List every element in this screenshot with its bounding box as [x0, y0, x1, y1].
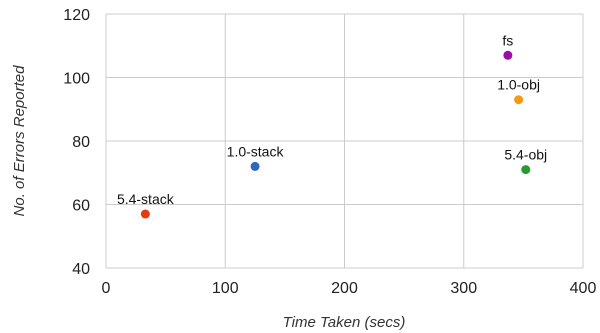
data-point — [521, 165, 531, 175]
data-points — [140, 50, 531, 219]
data-point-label: fs — [502, 32, 513, 48]
data-point-label: 5.4-stack — [117, 191, 175, 207]
y-tick-label: 40 — [72, 261, 90, 278]
data-point-label: 1.0-stack — [227, 143, 285, 159]
x-tick-label: 200 — [331, 280, 358, 297]
data-point-label: 5.4-obj — [504, 147, 547, 163]
grid-lines — [105, 13, 584, 269]
y-tick-label: 80 — [72, 134, 90, 151]
data-point-label: 1.0-obj — [497, 77, 540, 93]
data-point — [503, 50, 513, 60]
y-tick-label: 60 — [72, 198, 90, 215]
x-tick-label: 0 — [102, 280, 111, 297]
x-tick-label: 300 — [450, 280, 477, 297]
data-point — [250, 161, 260, 171]
y-tick-label: 100 — [63, 71, 90, 88]
x-tick-label: 100 — [212, 280, 239, 297]
tick-labels: 0 100 200 300 400 40 60 80 100 120 — [63, 7, 596, 297]
x-axis-title: Time Taken (secs) — [283, 314, 406, 331]
y-axis-title: No. of Errors Reported — [11, 65, 28, 217]
y-tick-label: 120 — [63, 7, 90, 24]
x-tick-label: 400 — [570, 280, 597, 297]
data-point — [140, 209, 150, 219]
point-labels: fs 1.0-obj 5.4-obj 1.0-stack 5.4-stack — [117, 32, 547, 207]
data-point — [514, 95, 524, 105]
